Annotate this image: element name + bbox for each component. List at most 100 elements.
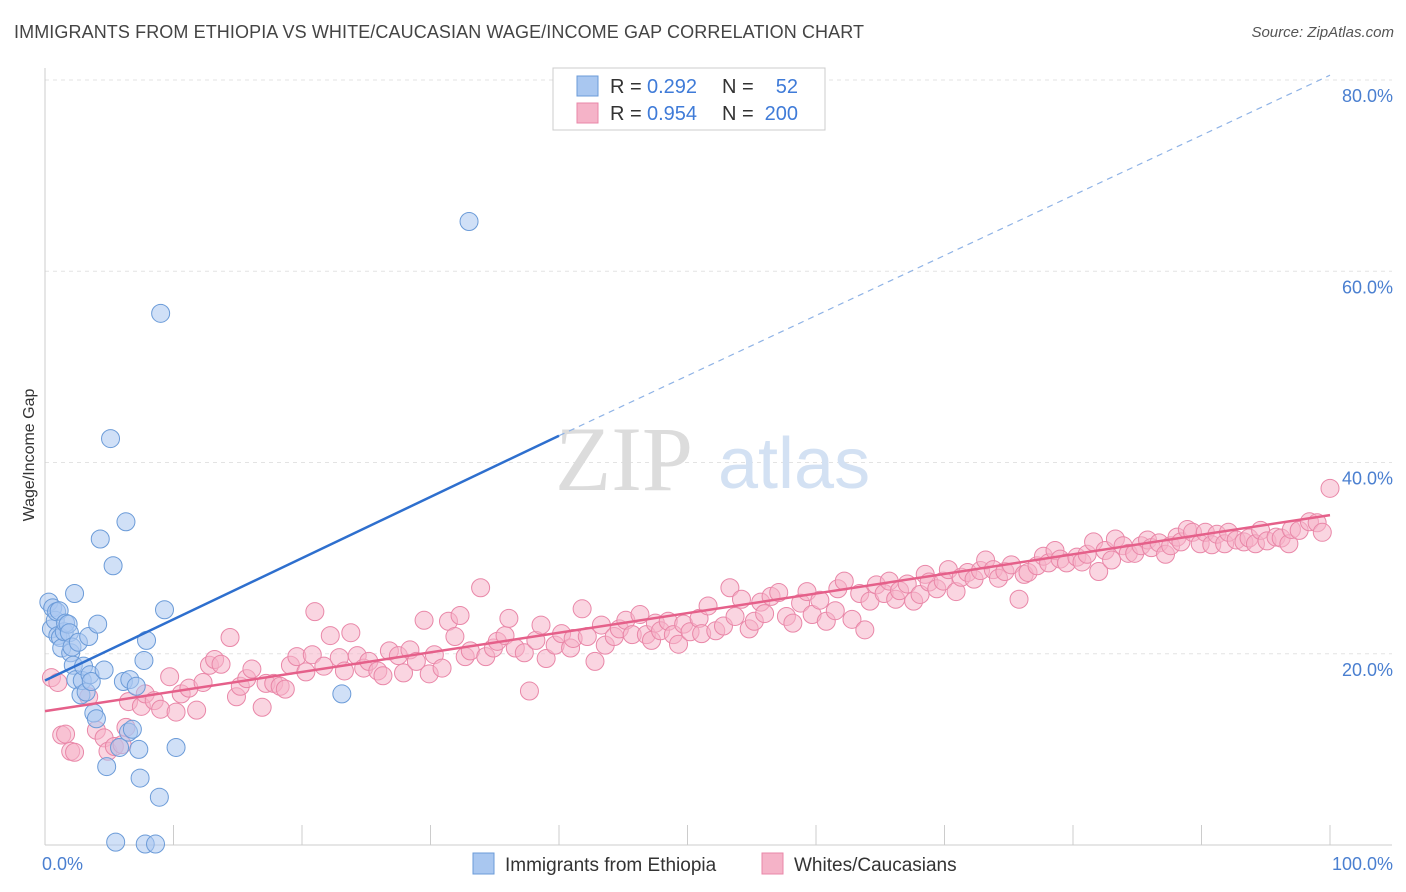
data-point <box>305 602 325 622</box>
source-credit: Source: ZipAtlas.com <box>1251 24 1394 41</box>
data-point <box>151 303 171 323</box>
legend-n-label: N = <box>722 76 754 98</box>
data-point <box>669 634 689 654</box>
chart-title: IMMIGRANTS FROM ETHIOPIA VS WHITE/CAUCAS… <box>14 22 865 42</box>
data-point <box>1312 522 1332 542</box>
trend-line-ethiopia <box>44 434 560 682</box>
data-point <box>122 719 142 739</box>
data-point <box>450 606 470 625</box>
data-point <box>519 681 539 701</box>
data-point <box>81 671 101 691</box>
data-point <box>97 757 117 777</box>
x-tick-label: 0.0% <box>42 854 83 874</box>
legend-n-value: 52 <box>776 76 798 98</box>
legend-r-label: R = <box>610 103 642 125</box>
data-point <box>129 739 149 759</box>
legend-r-value: 0.292 <box>647 76 697 98</box>
data-point <box>373 666 393 686</box>
data-point <box>842 609 862 629</box>
data-point <box>698 596 718 616</box>
y-axis-tick-labels: 20.0% 40.0% 60.0% 80.0% <box>1342 86 1393 680</box>
data-point <box>106 832 126 852</box>
x-axis: 0.0% 100.0% <box>42 68 1393 874</box>
data-point <box>252 697 272 717</box>
watermark: ZIP atlas <box>555 408 870 510</box>
y-axis-title: Wage/Income Gap <box>21 389 38 522</box>
data-point <box>211 654 231 674</box>
data-point <box>783 613 803 633</box>
data-point <box>341 623 361 643</box>
legend-n-value: 200 <box>765 103 798 125</box>
y-tick-label: 40.0% <box>1342 469 1393 489</box>
data-point <box>432 658 452 678</box>
legend-swatch-blue <box>576 75 599 97</box>
data-point <box>1009 589 1029 609</box>
y-tick-label: 80.0% <box>1342 86 1393 106</box>
bottom-legend-swatch-blue <box>472 852 495 875</box>
data-point <box>160 667 180 687</box>
data-point <box>146 834 166 854</box>
data-point <box>65 584 85 604</box>
x-tick-label: 100.0% <box>1332 854 1393 874</box>
data-point <box>406 651 426 671</box>
data-point <box>220 627 240 647</box>
data-point <box>855 620 875 640</box>
data-point <box>242 659 262 679</box>
data-point <box>445 627 465 647</box>
data-point <box>149 787 169 807</box>
bottom-legend-label: Whites/Caucasians <box>794 855 957 876</box>
data-point <box>720 578 740 598</box>
y-tick-label: 20.0% <box>1342 660 1393 680</box>
data-point <box>414 610 434 630</box>
data-point <box>94 660 114 680</box>
data-point <box>86 709 106 729</box>
data-point <box>825 601 845 621</box>
data-point <box>302 645 322 665</box>
legend-n-label: N = <box>722 103 754 125</box>
data-point <box>126 676 146 696</box>
trend-line-extension <box>558 74 1331 437</box>
data-point <box>166 737 186 757</box>
data-point <box>88 614 108 634</box>
y-tick-label: 60.0% <box>1342 277 1393 297</box>
data-point <box>90 529 110 549</box>
data-point <box>134 650 154 670</box>
series-whites-caucasians <box>41 478 1340 762</box>
data-point <box>275 679 295 699</box>
data-point <box>155 600 175 620</box>
data-point <box>320 626 340 646</box>
data-point <box>755 604 775 624</box>
bottom-legend: Immigrants from Ethiopia Whites/Caucasia… <box>472 852 957 876</box>
series-immigrants-ethiopia <box>39 212 479 854</box>
watermark-zip: ZIP <box>555 408 693 510</box>
data-point <box>514 643 534 663</box>
data-point <box>130 768 150 788</box>
data-point <box>536 649 556 669</box>
trend-lines <box>44 74 1331 713</box>
data-point <box>1089 562 1109 582</box>
data-point <box>769 583 789 603</box>
data-point <box>103 556 123 576</box>
data-point <box>572 599 592 619</box>
trend-line-caucasians <box>44 513 1331 713</box>
data-point <box>65 742 85 762</box>
data-point <box>101 429 121 449</box>
legend-swatch-pink <box>576 102 599 124</box>
data-point <box>166 702 186 722</box>
data-point <box>531 615 551 635</box>
legend-r-value: 0.954 <box>647 103 697 125</box>
data-point <box>151 699 171 719</box>
watermark-atlas: atlas <box>718 424 870 504</box>
data-point <box>725 606 745 626</box>
data-point <box>585 651 605 671</box>
bottom-legend-swatch-pink <box>761 852 784 875</box>
data-point <box>110 737 130 757</box>
data-point <box>116 512 136 532</box>
legend-r-label: R = <box>610 76 642 98</box>
bottom-legend-label: Immigrants from Ethiopia <box>505 855 717 876</box>
data-point <box>471 578 491 598</box>
data-point <box>499 608 519 628</box>
data-point <box>394 663 414 683</box>
data-point <box>810 590 830 610</box>
